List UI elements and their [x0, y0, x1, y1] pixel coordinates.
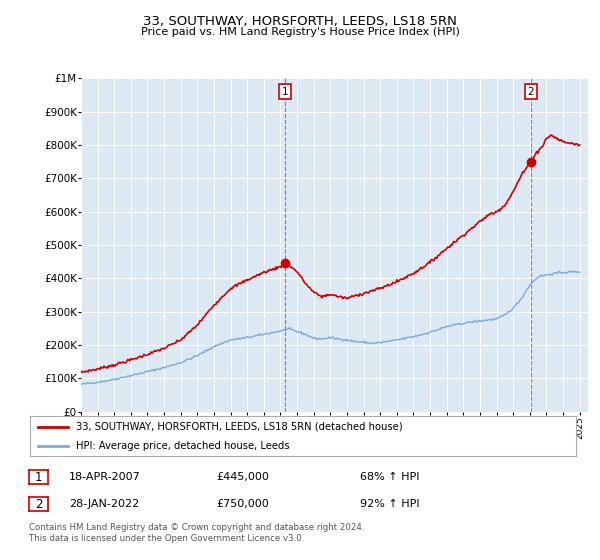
Text: 33, SOUTHWAY, HORSFORTH, LEEDS, LS18 5RN: 33, SOUTHWAY, HORSFORTH, LEEDS, LS18 5RN — [143, 15, 457, 28]
Text: 33, SOUTHWAY, HORSFORTH, LEEDS, LS18 5RN (detached house): 33, SOUTHWAY, HORSFORTH, LEEDS, LS18 5RN… — [76, 422, 403, 432]
Text: 1: 1 — [282, 87, 289, 97]
Text: £750,000: £750,000 — [216, 499, 269, 509]
Text: £445,000: £445,000 — [216, 472, 269, 482]
Text: Contains HM Land Registry data © Crown copyright and database right 2024.
This d: Contains HM Land Registry data © Crown c… — [29, 524, 364, 543]
Text: 18-APR-2007: 18-APR-2007 — [69, 472, 141, 482]
Text: 92% ↑ HPI: 92% ↑ HPI — [360, 499, 419, 509]
Text: 28-JAN-2022: 28-JAN-2022 — [69, 499, 139, 509]
Text: HPI: Average price, detached house, Leeds: HPI: Average price, detached house, Leed… — [76, 441, 290, 450]
Text: 2: 2 — [35, 497, 42, 511]
Text: Price paid vs. HM Land Registry's House Price Index (HPI): Price paid vs. HM Land Registry's House … — [140, 27, 460, 38]
Text: 2: 2 — [527, 87, 534, 97]
Text: 68% ↑ HPI: 68% ↑ HPI — [360, 472, 419, 482]
Text: 1: 1 — [35, 470, 42, 484]
